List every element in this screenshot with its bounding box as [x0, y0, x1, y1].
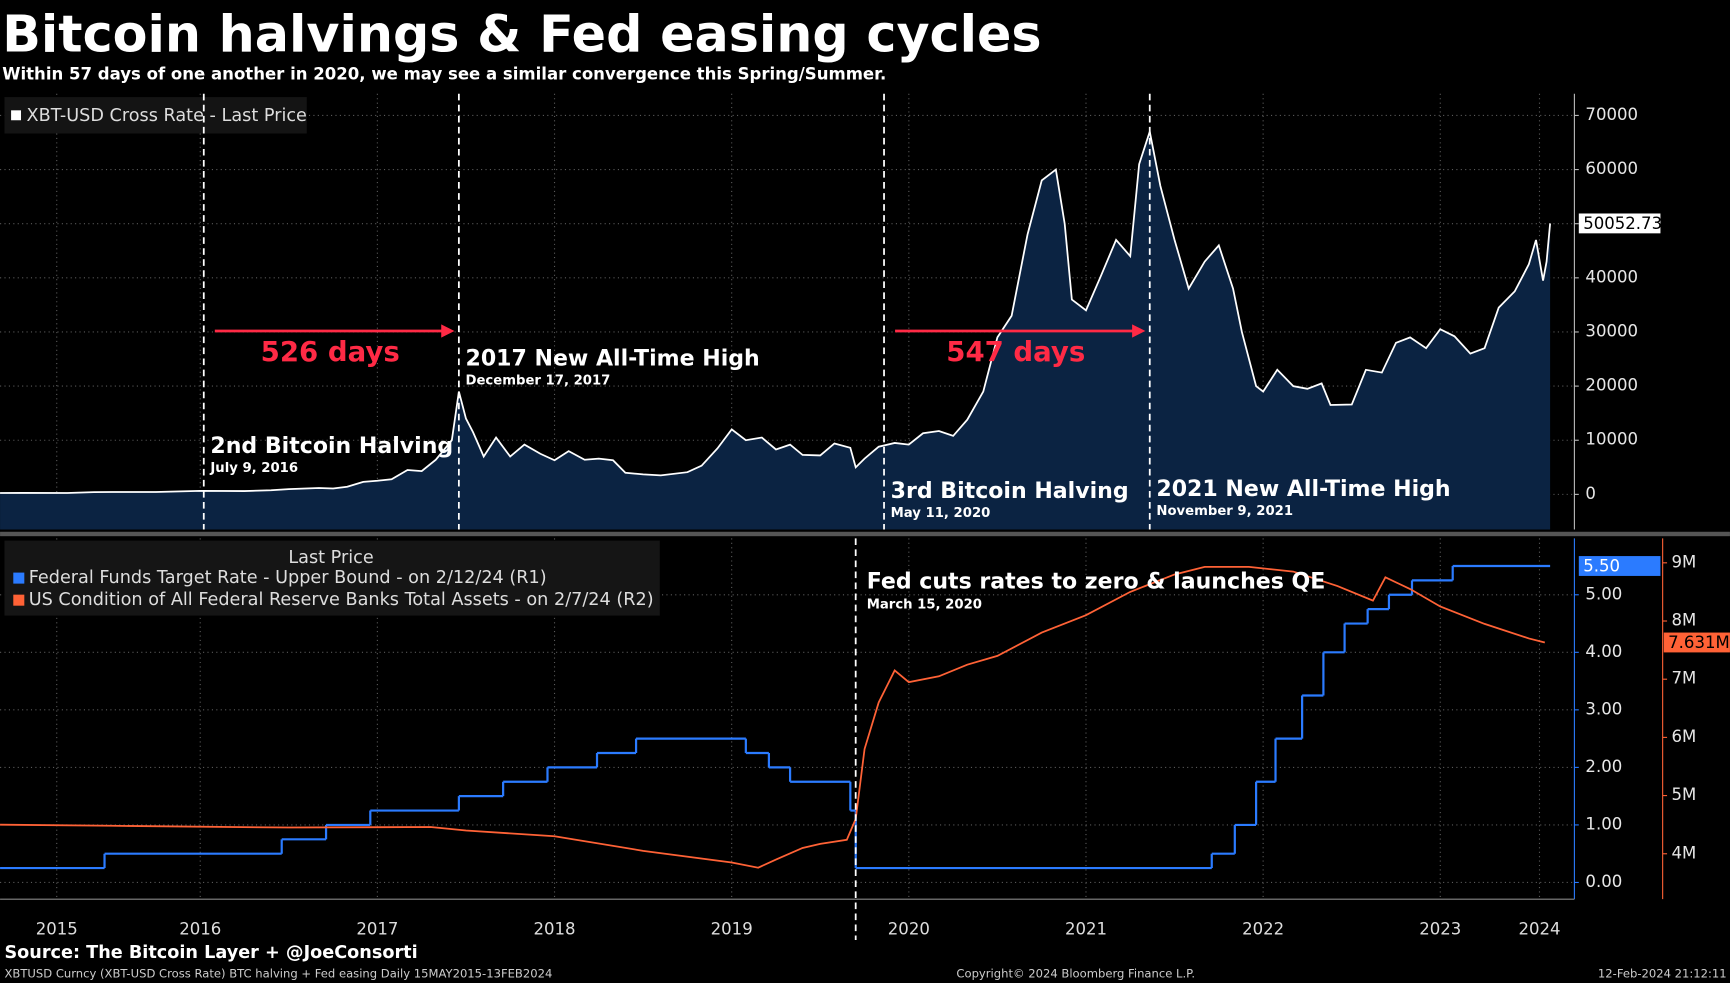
x-tick-label: 2020	[888, 920, 930, 939]
x-tick-label: 2018	[533, 920, 575, 939]
y-tick-label: 30000	[1585, 321, 1638, 340]
annotation-date: July 9, 2016	[209, 461, 298, 476]
legend-swatch	[13, 594, 25, 606]
annotation-label: 2017 New All-Time High	[465, 347, 759, 372]
series-line	[0, 565, 1546, 869]
y2-tick-label: 9M	[1671, 552, 1696, 571]
arrow-label: 526 days	[261, 335, 400, 368]
y-tick-label: 5.00	[1585, 584, 1622, 603]
y2-tick-label: 6M	[1671, 727, 1696, 746]
y-tick-label: 1.00	[1585, 814, 1622, 833]
last-value-box	[1663, 632, 1730, 653]
annotation-date: March 15, 2020	[867, 598, 982, 613]
x-tick-label: 2015	[36, 920, 78, 939]
y-tick-label: 3.00	[1585, 699, 1622, 718]
footer-right: 12-Feb-2024 21:12:11	[1598, 967, 1727, 981]
y-tick-label: 60000	[1585, 159, 1638, 178]
y-tick-label: 10000	[1585, 430, 1638, 449]
legend-swatch	[13, 572, 25, 584]
last-value-label: 50052.73	[1583, 214, 1662, 233]
arrow-head	[441, 324, 455, 338]
chart-title: Bitcoin halvings & Fed easing cycles	[2, 5, 1041, 64]
x-tick-label: 2023	[1419, 920, 1461, 939]
last-value-label: 7.631M	[1668, 633, 1730, 652]
legend-label: US Condition of All Federal Reserve Bank…	[29, 590, 654, 610]
panel-divider	[0, 531, 1730, 537]
x-tick-label: 2022	[1242, 920, 1284, 939]
y-tick-label: 0	[1585, 484, 1596, 503]
price-line	[0, 128, 1552, 494]
x-tick-label: 2019	[711, 920, 753, 939]
annotation-date: December 17, 2017	[465, 374, 610, 389]
x-tick-label: 2016	[179, 920, 221, 939]
chart-subtitle: Within 57 days of one another in 2020, w…	[2, 65, 886, 84]
annotation-date: November 9, 2021	[1156, 504, 1293, 519]
y-tick-label: 70000	[1585, 105, 1638, 124]
last-value-label: 5.50	[1583, 557, 1620, 576]
y-tick-label: 0.00	[1585, 872, 1622, 891]
footer-center: Copyright© 2024 Bloomberg Finance L.P.	[956, 967, 1195, 981]
x-tick-label: 2024	[1518, 920, 1560, 939]
step-riser	[103, 565, 1454, 869]
y-tick-label: 20000	[1585, 376, 1638, 395]
last-value-box	[1578, 556, 1661, 576]
legend-label: XBT-USD Cross Rate - Last Price	[27, 106, 307, 126]
area-fill	[0, 131, 1551, 530]
annotation-label: Fed cuts rates to zero & launches QE	[867, 570, 1326, 595]
source: Source: The Bitcoin Layer + @JoeConsorti	[4, 943, 417, 963]
legend-box	[4, 97, 307, 134]
y2-tick-label: 7M	[1671, 669, 1696, 688]
annotation-date: May 11, 2020	[891, 506, 991, 521]
footer-left: XBTUSD Curncy (XBT-USD Cross Rate) BTC h…	[4, 967, 552, 981]
y-tick-label: 40000	[1585, 267, 1638, 286]
legend-swatch	[11, 110, 22, 121]
x-tick-label: 2021	[1065, 920, 1107, 939]
y2-tick-label: 4M	[1671, 843, 1696, 862]
annotation-label: 2nd Bitcoin Halving	[210, 434, 453, 459]
y-tick-label: 2.00	[1585, 757, 1622, 776]
annotation-label: 3rd Bitcoin Halving	[891, 479, 1129, 504]
x-tick-label: 2017	[356, 920, 398, 939]
legend-label: Federal Funds Target Rate - Upper Bound …	[29, 568, 547, 588]
arrow-head	[1132, 324, 1146, 338]
y-tick-label: 4.00	[1585, 642, 1622, 661]
legend-box	[4, 540, 660, 616]
last-value-box	[1578, 213, 1661, 234]
annotation-label: 2021 New All-Time High	[1156, 477, 1450, 502]
y2-tick-label: 8M	[1671, 611, 1696, 630]
legend-title: Last Price	[288, 548, 373, 568]
y2-tick-label: 5M	[1671, 785, 1696, 804]
arrow-label: 547 days	[946, 335, 1085, 368]
